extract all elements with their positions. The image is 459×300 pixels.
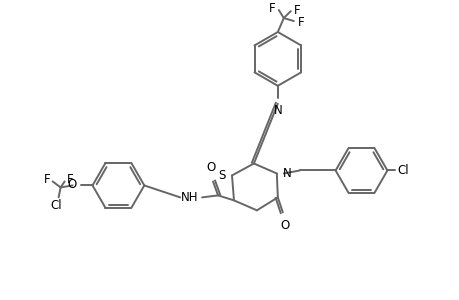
Text: S: S xyxy=(218,169,225,182)
Text: F: F xyxy=(297,16,304,28)
Text: O: O xyxy=(67,178,76,191)
Text: NH: NH xyxy=(180,191,198,204)
Text: F: F xyxy=(269,2,275,15)
Text: Cl: Cl xyxy=(397,164,408,177)
Text: O: O xyxy=(206,161,215,175)
Text: F: F xyxy=(293,4,300,16)
Text: N: N xyxy=(273,104,281,117)
Text: O: O xyxy=(280,219,289,232)
Text: Cl: Cl xyxy=(51,200,62,212)
Text: F: F xyxy=(67,173,73,186)
Text: F: F xyxy=(44,173,50,186)
Text: N: N xyxy=(282,167,291,180)
